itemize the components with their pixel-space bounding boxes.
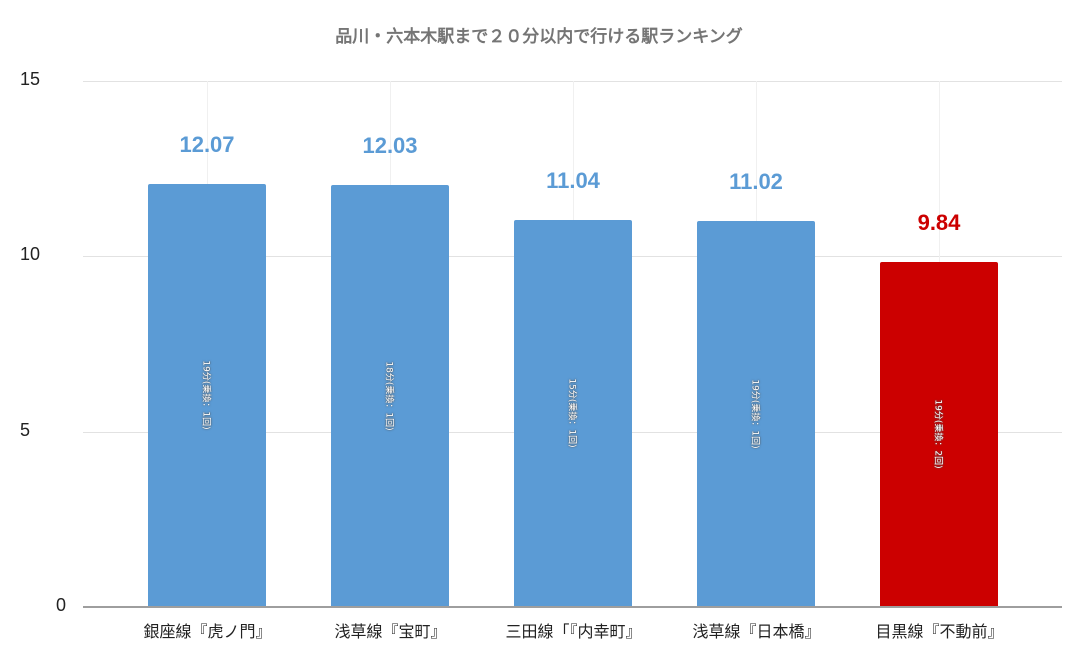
bar: 19分(乗換：1回)	[697, 220, 815, 607]
bar-annotation: 15分(乗換：1回)	[566, 378, 577, 449]
bar-annotation: 18分(乗換：1回)	[383, 361, 394, 431]
gridline-15	[83, 81, 1062, 82]
bar: 15分(乗換：1回)	[514, 219, 632, 607]
x-tick-label: 浅草線『宝町』	[334, 622, 447, 641]
value-label: 12.07	[179, 131, 235, 157]
y-tick-15: 15	[20, 69, 41, 89]
bar: 19分(乗換：1回)	[148, 183, 266, 607]
value-label: 12.03	[362, 133, 418, 159]
bar-annotation: 19分(乗換：2回)	[932, 399, 943, 470]
x-tick-label: 三田線「『内幸町』	[505, 622, 642, 641]
y-tick-0: 0	[56, 595, 67, 615]
value-label: 9.84	[917, 209, 961, 235]
value-label: 11.02	[729, 168, 783, 194]
y-tick-10: 10	[20, 244, 41, 264]
y-tick-5: 5	[20, 420, 31, 440]
x-tick-label: 目黒線『不動前』	[875, 622, 1004, 641]
bar-annotation: 19分(乗換：1回)	[200, 360, 211, 430]
x-tick-label: 浅草線『日本橋』	[692, 622, 821, 641]
x-tick-label: 銀座線『虎ノ門』	[143, 622, 272, 641]
bar: 19分(乗換：2回)	[880, 261, 998, 607]
x-axis-line	[83, 606, 1062, 608]
bar-annotation: 19分(乗換：1回)	[749, 379, 760, 449]
bar: 18分(乗換：1回)	[331, 185, 449, 607]
chart-title: 品川・六本木駅まで２０分以内で行ける駅ランキング	[335, 27, 743, 47]
value-label: 11.04	[546, 167, 600, 193]
